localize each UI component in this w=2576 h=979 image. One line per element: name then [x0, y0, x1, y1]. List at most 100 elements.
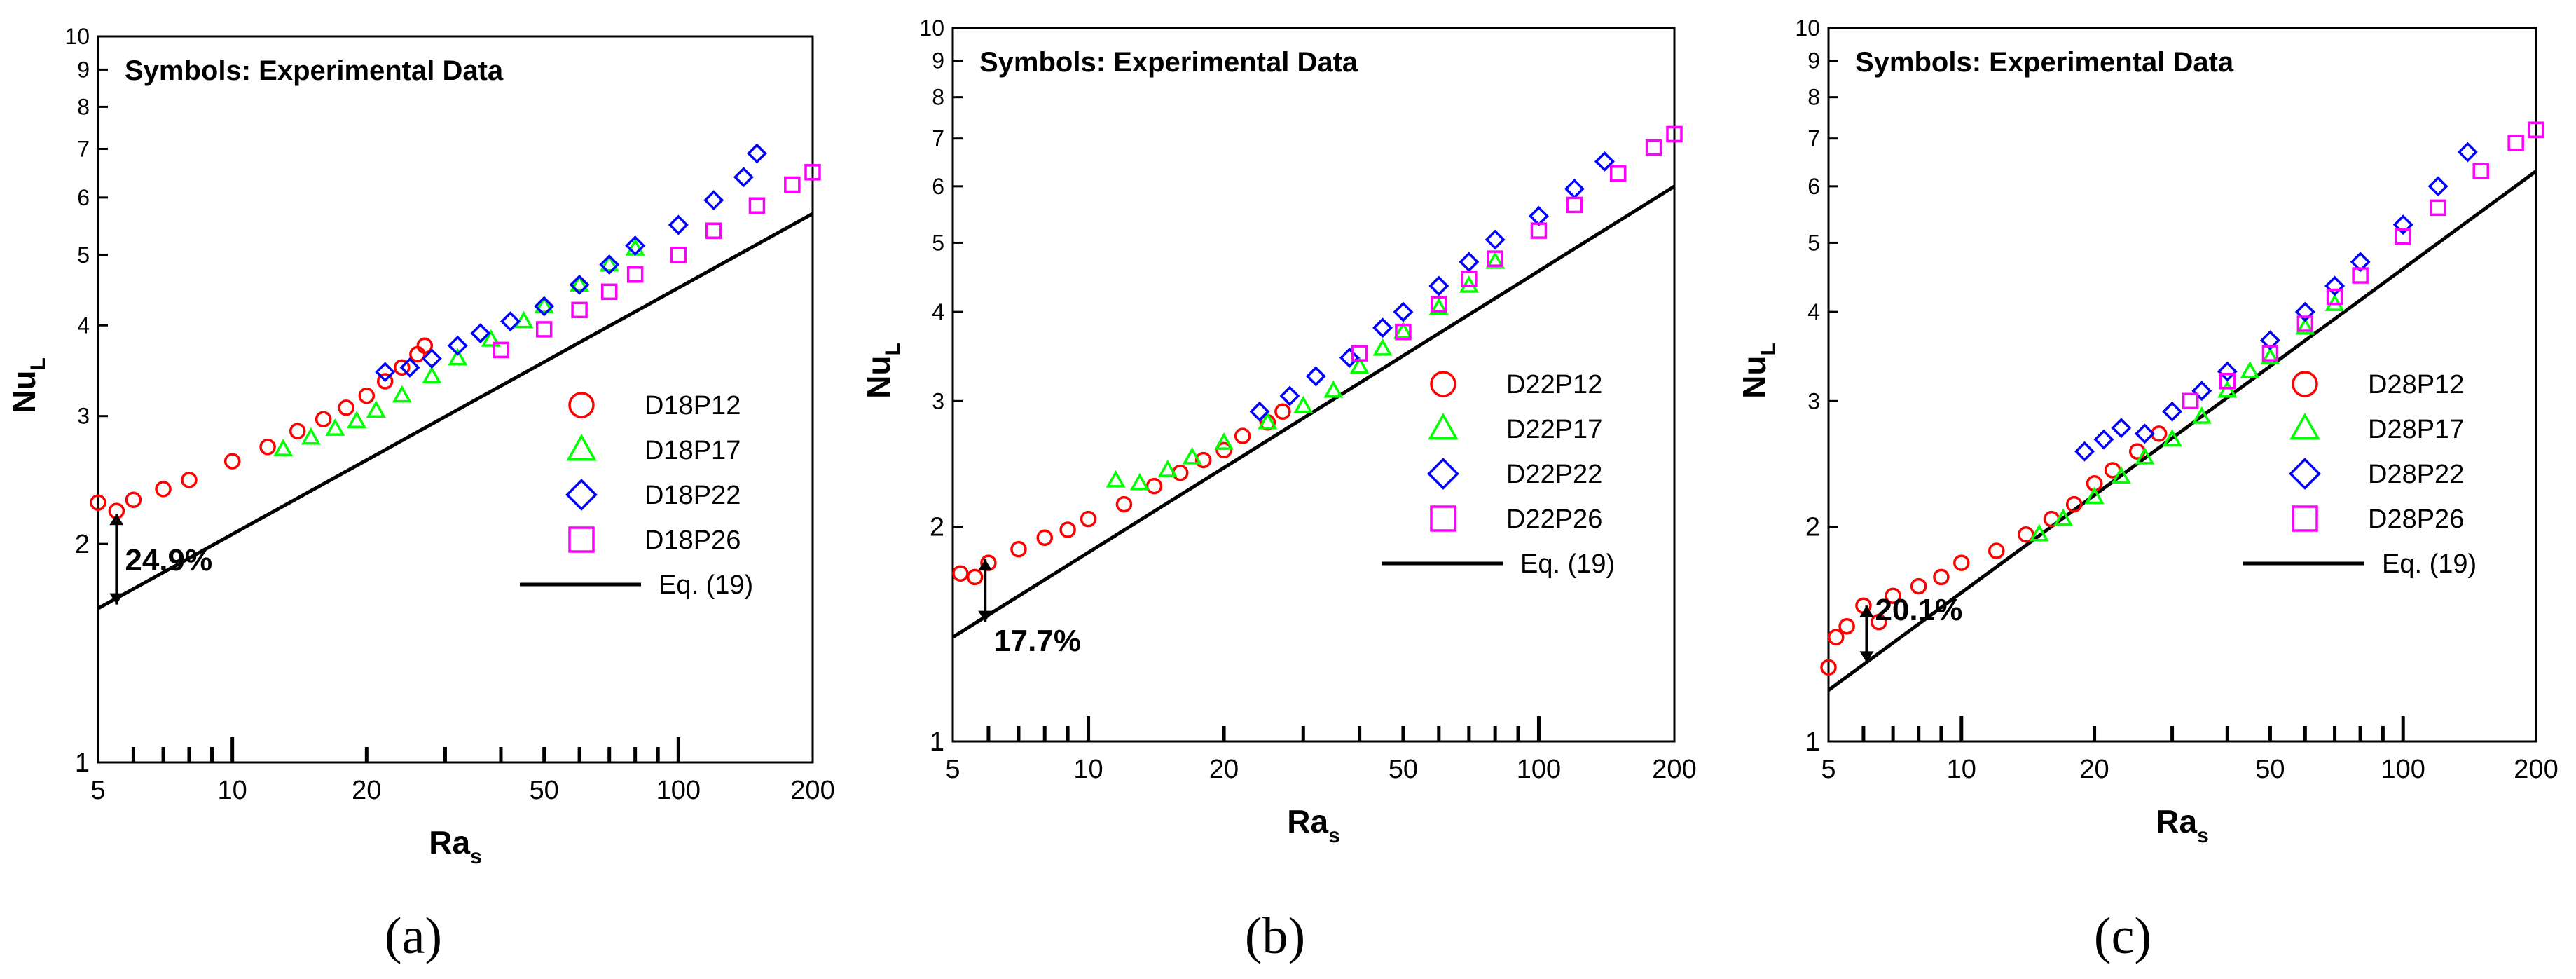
y-tick-label: 10	[64, 24, 90, 49]
deviation-arrowhead-bottom	[1859, 651, 1874, 663]
y-tick-label: 10	[1795, 15, 1820, 41]
data-point	[1172, 464, 1189, 481]
deviation-arrowhead-top	[109, 514, 124, 526]
y-tick-label: 1	[1805, 727, 1820, 757]
x-tick-label: 200	[790, 776, 834, 805]
y-tick-label: 8	[77, 94, 90, 119]
data-point	[1528, 205, 1549, 226]
data-point	[1258, 411, 1278, 430]
panel-a: 5 10 20 50 100 200 1 2 3 4 5 6 7 8 9 10 Ras NuL Symbols: E…	[6, 24, 835, 868]
plot-annotation: Symbols: Experimental Data	[979, 47, 1358, 78]
data-point	[1323, 380, 1344, 398]
data-point	[2084, 486, 2105, 505]
caption-a: (a)	[385, 908, 442, 965]
legend: D28P12 D28P17 D28P22 D28P26 Eq. (19)	[2243, 370, 2477, 579]
y-axis-label: NuL	[860, 343, 904, 399]
data-point	[1234, 427, 1251, 444]
data-point	[804, 164, 821, 181]
data-point	[1393, 301, 1414, 322]
legend-marker	[566, 433, 597, 461]
data-point	[1129, 472, 1150, 491]
data-point	[2259, 330, 2280, 351]
y-tick-label: 9	[77, 57, 90, 82]
correlation-line	[951, 184, 1676, 639]
y-tick-label: 6	[1807, 174, 1820, 199]
series-D22P17	[1106, 251, 1506, 491]
series-D18P12	[90, 337, 434, 519]
data-point	[1485, 229, 1506, 250]
data-point	[1933, 568, 1950, 586]
data-point	[181, 472, 198, 488]
data-point	[1372, 338, 1393, 356]
x-tick-label: 100	[2381, 755, 2425, 784]
legend-label: D28P26	[2368, 505, 2464, 534]
x-axis-label-subscript: s	[470, 845, 482, 868]
panel-c: 5 10 20 50 100 200 1 2 3 4 5 6 7 8 9 10 Ras NuL Symbols: E…	[1736, 15, 2558, 847]
x-tick-label: 200	[2514, 755, 2558, 784]
legend-marker	[1430, 371, 1456, 397]
data-point	[2324, 275, 2346, 296]
series-D22P26	[1351, 125, 1683, 362]
y-tick-label: 5	[1807, 230, 1820, 255]
data-point	[1487, 250, 1503, 267]
data-point	[1157, 459, 1178, 477]
data-point	[2395, 228, 2411, 245]
data-point	[273, 439, 294, 456]
data-point	[2018, 526, 2034, 543]
data-point	[422, 366, 442, 384]
data-point	[1372, 317, 1393, 338]
data-point	[1351, 345, 1368, 362]
data-point	[366, 400, 386, 418]
legend-label: D22P12	[1506, 370, 1602, 399]
data-point	[1609, 165, 1627, 182]
data-point	[1395, 323, 1412, 341]
data-point	[670, 247, 687, 263]
y-tick-label: 1	[75, 748, 90, 778]
data-point	[2352, 267, 2369, 284]
data-point	[325, 418, 345, 436]
data-point	[2134, 423, 2155, 444]
y-tick-label: 3	[932, 388, 944, 413]
x-tick-label: 5	[945, 755, 960, 784]
series-D22P12	[952, 403, 1291, 586]
data-point	[1215, 441, 1232, 459]
legend-label: D28P17	[2368, 415, 2464, 444]
deviation-arrowhead-bottom	[978, 610, 993, 622]
y-axis-label-subscript: L	[1757, 343, 1780, 355]
x-axis-label: Ras	[1287, 803, 1340, 847]
x-axis-label-subscript: s	[2197, 824, 2209, 847]
legend-label: D22P22	[1506, 460, 1602, 489]
y-tick-label: 9	[1807, 48, 1820, 74]
data-point	[399, 357, 420, 378]
data-point	[571, 301, 588, 319]
data-point	[746, 143, 767, 164]
series-D28P26	[2182, 121, 2544, 410]
data-point	[376, 373, 394, 390]
data-point	[1080, 510, 1097, 528]
data-point	[570, 274, 590, 292]
data-point	[514, 310, 534, 329]
y-tick-label: 8	[932, 85, 944, 110]
data-point	[2182, 392, 2199, 410]
data-point	[358, 387, 376, 404]
y-tick-label: 2	[1805, 513, 1820, 542]
data-point	[569, 274, 590, 295]
data-point	[338, 399, 354, 416]
data-point	[1820, 659, 1837, 676]
data-point	[2294, 301, 2315, 322]
y-tick-label: 4	[1807, 299, 1820, 324]
data-point	[2191, 381, 2212, 402]
legend: D22P12 D22P17 D22P22 D22P26 Eq. (19)	[1382, 370, 1615, 579]
y-tick-label: 4	[932, 299, 944, 324]
legend-marker	[2292, 505, 2318, 532]
data-point	[1838, 617, 1855, 635]
series-D28P17	[2029, 294, 2345, 542]
data-point	[315, 411, 332, 427]
y-tick-label: 8	[1807, 85, 1820, 110]
y-tick-label: 7	[77, 136, 90, 161]
data-point	[748, 197, 766, 214]
data-point	[2217, 361, 2238, 382]
deviation-label: 20.1%	[1875, 593, 1962, 627]
legend-marker	[2289, 458, 2321, 490]
data-point	[2430, 199, 2446, 217]
